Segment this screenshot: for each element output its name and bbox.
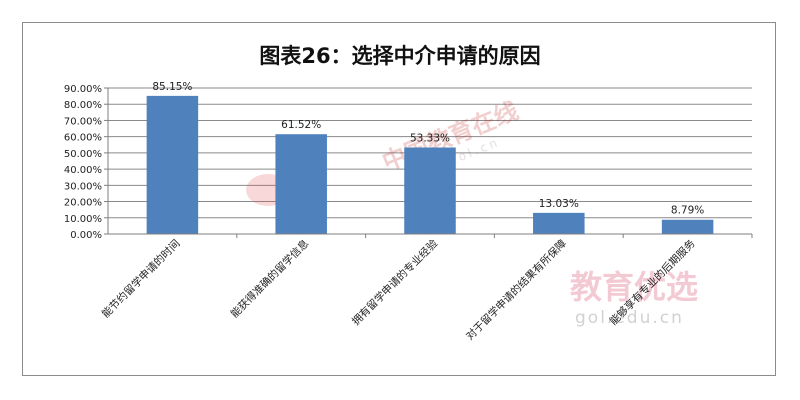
y-tick-label: 90.00% — [64, 84, 102, 95]
data-labels: 85.15% 61.52% 53.33% 13.03% 8.79% — [152, 81, 704, 217]
bar — [275, 134, 327, 234]
data-label: 85.15% — [152, 81, 192, 93]
bars — [146, 95, 714, 235]
bar — [661, 219, 714, 234]
chart-title: 图表26：选择中介申请的原因 — [259, 44, 541, 68]
gol-watermark-text: 教育优选 — [570, 268, 698, 306]
x-tick-label: 能节约留学申请的时间 — [99, 237, 182, 320]
y-tick-label: 70.00% — [64, 116, 102, 127]
y-tick-label: 20.00% — [64, 198, 102, 209]
bar — [146, 95, 199, 235]
gol-watermark: 教育优选 gol.edu.cn — [570, 268, 698, 328]
gol-watermark-url: gol.edu.cn — [575, 308, 684, 328]
y-axis-ticks: 0.00% 10.00% 20.00% 30.00% 40.00% 50.00% 60.00… — [64, 84, 102, 241]
data-label: 53.33% — [410, 132, 450, 144]
data-label: 8.79% — [671, 205, 704, 217]
y-tick-label: 50.00% — [64, 149, 102, 160]
x-tick-label: 能获得准确的留学信息 — [228, 237, 311, 320]
x-tick-label: 对于留学申请的结果有所保障 — [463, 237, 569, 343]
data-label: 61.52% — [281, 119, 321, 131]
bar — [404, 147, 456, 234]
y-tick-label: 10.00% — [64, 214, 102, 225]
y-tick-label: 40.00% — [64, 165, 102, 176]
x-tick-label: 拥有留学申请的专业经验 — [349, 237, 440, 328]
x-axis — [107, 88, 753, 238]
y-tick-label: 30.00% — [64, 181, 102, 192]
y-tick-label: 0.00% — [70, 230, 102, 241]
data-label: 13.03% — [539, 198, 579, 210]
bar — [533, 212, 585, 234]
y-tick-label: 80.00% — [64, 100, 102, 111]
y-tick-label: 60.00% — [64, 133, 102, 144]
